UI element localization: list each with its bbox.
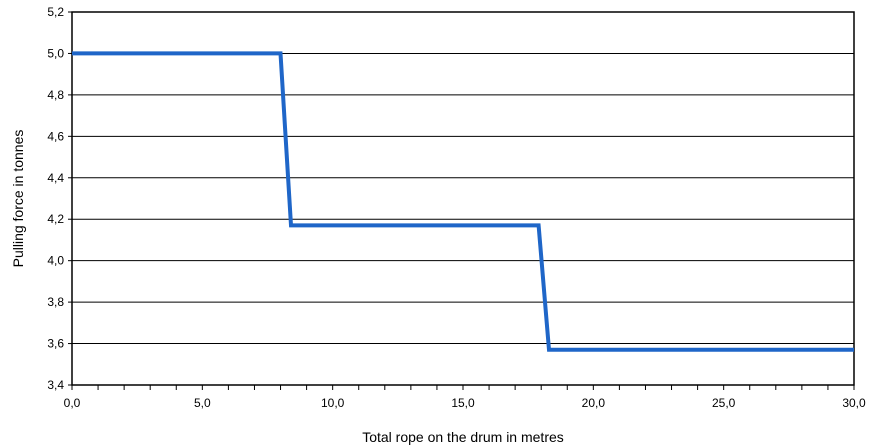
x-tick-label: 25,0 [712, 396, 736, 410]
x-axis-ticks: 0,0 5,0 10,0 15,0 20,0 25,0 30,0 [64, 385, 866, 410]
x-tick-label: 20,0 [582, 396, 606, 410]
series-layer [72, 51, 854, 352]
y-tick-label: 4,8 [47, 88, 64, 102]
x-tick-label: 0,0 [64, 396, 81, 410]
x-tick-label: 5,0 [194, 396, 211, 410]
y-tick-label: 4,2 [47, 212, 64, 226]
grid-lines [72, 52, 854, 345]
y-axis-title: Pulling force in tonnes [10, 130, 26, 268]
x-tick-label: 10,0 [321, 396, 345, 410]
y-axis-ticks: 3,4 3,6 3,8 4,0 4,2 4,4 4,6 4,8 5,0 5,2 [47, 5, 72, 392]
y-tick-label: 3,4 [47, 378, 64, 392]
y-tick-label: 3,6 [47, 337, 64, 351]
plot-frame-group [71, 11, 855, 386]
y-tick-label: 5,0 [47, 46, 64, 60]
y-tick-label: 3,8 [47, 295, 64, 309]
x-axis-title: Total rope on the drum in metres [362, 429, 564, 445]
y-tick-label: 4,4 [47, 171, 64, 185]
plot-frame [71, 11, 855, 386]
y-tick-label: 4,6 [47, 129, 64, 143]
y-tick-label: 5,2 [47, 5, 64, 19]
x-tick-label: 15,0 [451, 396, 475, 410]
y-tick-label: 4,0 [47, 254, 64, 268]
x-tick-label: 30,0 [842, 396, 866, 410]
series-line-1 [72, 51, 854, 352]
